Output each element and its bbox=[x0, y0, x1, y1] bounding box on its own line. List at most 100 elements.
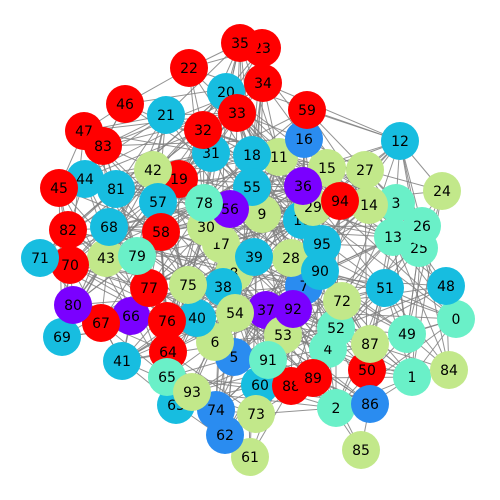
node-label: 12 bbox=[391, 134, 409, 150]
node-circle bbox=[437, 300, 475, 338]
node-circle bbox=[294, 359, 332, 397]
graph-node: 68 bbox=[90, 208, 128, 246]
graph-node: 16 bbox=[285, 120, 323, 158]
node-circle bbox=[366, 269, 404, 307]
node-circle bbox=[142, 213, 180, 251]
node-label: 75 bbox=[179, 278, 197, 294]
graph-node: 77 bbox=[130, 269, 168, 307]
graph-node: 36 bbox=[284, 167, 322, 205]
node-circle bbox=[147, 96, 185, 134]
node-label: 48 bbox=[437, 279, 455, 295]
graph-node: 89 bbox=[294, 359, 332, 397]
node-circle bbox=[148, 302, 186, 340]
graph-node: 92 bbox=[274, 290, 312, 328]
node-circle bbox=[351, 325, 389, 363]
graph-node: 35 bbox=[221, 24, 259, 62]
node-circle bbox=[274, 290, 312, 328]
node-label: 64 bbox=[159, 345, 177, 361]
graph-node: 85 bbox=[342, 431, 380, 469]
node-label: 31 bbox=[202, 146, 220, 162]
graph-node: 83 bbox=[84, 127, 122, 165]
node-label: 57 bbox=[149, 195, 167, 211]
node-label: 70 bbox=[61, 258, 79, 274]
graph-node: 87 bbox=[351, 325, 389, 363]
node-label: 33 bbox=[228, 106, 246, 122]
graph-node: 72 bbox=[323, 282, 361, 320]
node-label: 95 bbox=[313, 237, 331, 253]
node-label: 83 bbox=[94, 139, 112, 155]
node-label: 44 bbox=[76, 172, 94, 188]
node-circle bbox=[170, 49, 208, 87]
node-circle bbox=[218, 94, 256, 132]
graph-node: 90 bbox=[301, 252, 339, 290]
node-label: 42 bbox=[144, 163, 162, 179]
node-label: 43 bbox=[97, 251, 115, 267]
node-label: 52 bbox=[327, 321, 345, 337]
graph-node: 27 bbox=[346, 151, 384, 189]
graph-node: 91 bbox=[249, 341, 287, 379]
node-label: 54 bbox=[226, 306, 244, 322]
graph-node: 49 bbox=[388, 315, 426, 353]
node-circle bbox=[130, 269, 168, 307]
node-circle bbox=[40, 169, 78, 207]
node-label: 77 bbox=[140, 281, 158, 297]
node-circle bbox=[237, 395, 275, 433]
node-label: 66 bbox=[122, 309, 140, 325]
node-label: 81 bbox=[107, 182, 125, 198]
graph-node: 69 bbox=[43, 318, 81, 356]
node-circle bbox=[288, 91, 326, 129]
node-circle bbox=[84, 127, 122, 165]
node-label: 76 bbox=[158, 314, 176, 330]
node-circle bbox=[427, 267, 465, 305]
node-label: 19 bbox=[170, 172, 188, 188]
graph-node: 86 bbox=[351, 385, 389, 423]
node-label: 72 bbox=[333, 294, 351, 310]
graph-node: 82 bbox=[49, 211, 87, 249]
node-circle bbox=[49, 211, 87, 249]
graph-node: 51 bbox=[366, 269, 404, 307]
node-label: 1 bbox=[408, 370, 417, 386]
graph-node: 22 bbox=[170, 49, 208, 87]
graph-node: 24 bbox=[423, 172, 461, 210]
node-label: 36 bbox=[294, 179, 312, 195]
graph-node: 33 bbox=[218, 94, 256, 132]
graph-node: 95 bbox=[303, 225, 341, 263]
graph-node: 14 bbox=[350, 186, 388, 224]
graph-node: 61 bbox=[231, 438, 269, 476]
node-label: 78 bbox=[195, 196, 213, 212]
graph-node: 43 bbox=[87, 239, 125, 277]
node-label: 55 bbox=[243, 180, 261, 196]
graph-node: 3 bbox=[377, 184, 415, 222]
graph-node: 66 bbox=[112, 297, 150, 335]
node-label: 25 bbox=[410, 241, 428, 257]
node-label: 86 bbox=[361, 397, 379, 413]
node-circle bbox=[103, 342, 141, 380]
graph-node: 12 bbox=[381, 122, 419, 160]
graph-node: 46 bbox=[106, 85, 144, 123]
node-circle bbox=[231, 438, 269, 476]
graph-node: 45 bbox=[40, 169, 78, 207]
graph-node: 40 bbox=[178, 299, 216, 337]
node-label: 68 bbox=[100, 220, 118, 236]
node-label: 59 bbox=[298, 103, 316, 119]
node-label: 65 bbox=[158, 370, 176, 386]
node-circle bbox=[342, 431, 380, 469]
node-circle bbox=[173, 373, 211, 411]
node-label: 85 bbox=[352, 443, 370, 459]
node-circle bbox=[350, 186, 388, 224]
node-label: 93 bbox=[183, 385, 201, 401]
node-label: 3 bbox=[392, 196, 401, 212]
node-label: 74 bbox=[207, 403, 225, 419]
node-circle bbox=[388, 315, 426, 353]
node-circle bbox=[303, 225, 341, 263]
graph-node: 57 bbox=[139, 183, 177, 221]
node-label: 15 bbox=[318, 161, 336, 177]
graph-node: 78 bbox=[185, 184, 223, 222]
node-label: 22 bbox=[180, 61, 198, 77]
graph-node: 39 bbox=[235, 238, 273, 276]
node-circle bbox=[235, 238, 273, 276]
node-circle bbox=[169, 266, 207, 304]
node-circle bbox=[185, 184, 223, 222]
graph-node: 28 bbox=[272, 239, 310, 277]
node-circle bbox=[112, 297, 150, 335]
